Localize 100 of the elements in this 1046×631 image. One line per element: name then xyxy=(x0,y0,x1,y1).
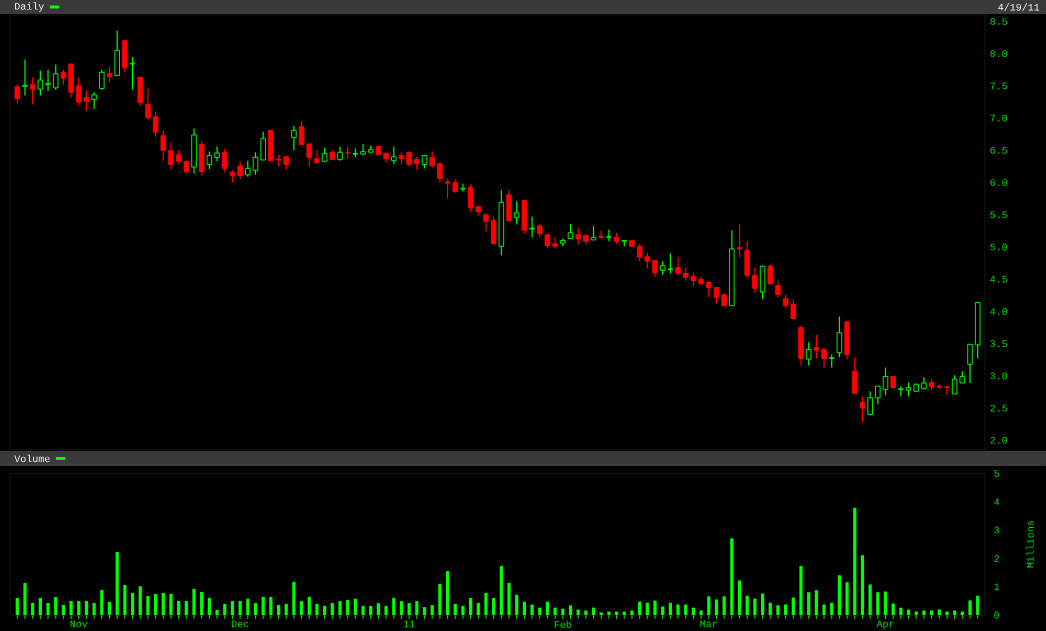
candlestick xyxy=(52,64,59,91)
bar xyxy=(722,596,726,615)
x-tick-label: 11 xyxy=(403,620,415,628)
bar xyxy=(315,603,319,615)
candlestick xyxy=(513,200,520,226)
bar xyxy=(568,605,573,615)
bar xyxy=(230,601,235,615)
y-tick-label: 4.5 xyxy=(990,275,1008,283)
candlestick xyxy=(967,343,973,384)
bar xyxy=(253,603,258,615)
y-tick-label: 2.5 xyxy=(990,404,1008,412)
x-tick-label: Mar xyxy=(700,620,717,628)
x-tick-label: Apr xyxy=(876,620,894,630)
bar xyxy=(714,599,719,615)
y-axis-title: Millions xyxy=(1026,521,1034,568)
y-tick-label: 4 xyxy=(994,498,1000,506)
candlestick xyxy=(160,129,167,162)
candlestick xyxy=(76,76,82,107)
bar xyxy=(945,611,949,615)
candlestick xyxy=(736,223,743,258)
bar xyxy=(883,591,888,615)
candlestick xyxy=(91,91,97,110)
bar xyxy=(507,583,511,615)
bar xyxy=(146,596,150,615)
legend-label: Volume xyxy=(14,454,50,463)
bar xyxy=(776,605,780,615)
bar xyxy=(699,610,703,615)
candlestick xyxy=(859,395,866,423)
candlestick xyxy=(483,212,489,233)
candlestick xyxy=(221,147,228,173)
bar xyxy=(822,604,826,615)
bar xyxy=(15,598,19,615)
bar xyxy=(584,610,588,615)
text: 4/19/11 xyxy=(998,3,1040,11)
bar xyxy=(469,598,473,615)
bar xyxy=(445,571,450,615)
candlestick xyxy=(529,216,535,238)
candlestick xyxy=(875,385,881,405)
bar xyxy=(745,595,749,615)
bar xyxy=(561,608,565,615)
bar xyxy=(653,600,657,615)
bar xyxy=(376,603,381,615)
y-tick-label: 6.0 xyxy=(990,179,1008,186)
bar xyxy=(760,593,765,615)
bar xyxy=(100,590,104,615)
bar xyxy=(530,604,534,615)
candlestick xyxy=(606,228,612,242)
y-tick-label: 6.5 xyxy=(990,146,1008,154)
bar xyxy=(384,605,388,615)
bar xyxy=(730,538,734,615)
bar xyxy=(968,600,972,615)
bar xyxy=(23,583,27,615)
bar xyxy=(299,601,304,615)
bar xyxy=(69,601,73,615)
bar xyxy=(276,605,281,615)
bar xyxy=(476,603,480,615)
bar xyxy=(46,603,50,615)
bar xyxy=(545,601,550,615)
bar xyxy=(138,586,142,615)
candlestick xyxy=(291,125,297,151)
candlestick xyxy=(852,356,858,394)
y-tick-label: 3.0 xyxy=(990,372,1008,380)
y-tick-label: 8.5 xyxy=(990,18,1008,25)
candlestick xyxy=(252,151,259,176)
bar xyxy=(192,588,196,615)
candlestick xyxy=(882,366,889,396)
candlestick xyxy=(314,149,320,165)
bar xyxy=(107,601,112,615)
bar xyxy=(292,581,296,615)
bar xyxy=(61,605,66,615)
bar xyxy=(215,609,219,615)
y-tick-label: 4.0 xyxy=(990,308,1008,315)
bar xyxy=(323,605,327,615)
bar xyxy=(369,605,373,615)
y-tick-label: 8.0 xyxy=(990,50,1008,58)
bar xyxy=(38,598,42,615)
bar xyxy=(330,603,334,615)
bar xyxy=(853,507,857,615)
bar xyxy=(430,605,434,615)
bar xyxy=(499,566,503,615)
candlestick xyxy=(752,267,758,294)
bar xyxy=(123,585,127,615)
bar xyxy=(522,601,527,615)
bar xyxy=(737,580,742,615)
bar xyxy=(261,596,265,615)
bar xyxy=(768,602,772,615)
bar xyxy=(461,605,465,615)
candlestick xyxy=(944,386,950,396)
bar xyxy=(307,596,311,615)
candlestick xyxy=(260,131,266,161)
bar xyxy=(31,603,35,615)
candlestick xyxy=(460,183,466,193)
bar xyxy=(676,604,680,615)
bar xyxy=(515,594,519,615)
bar xyxy=(422,607,427,615)
candlestick xyxy=(14,84,21,104)
bar xyxy=(976,595,980,615)
y-tick-label: 5 xyxy=(994,470,1000,477)
bar xyxy=(238,601,242,615)
bar xyxy=(200,592,204,615)
